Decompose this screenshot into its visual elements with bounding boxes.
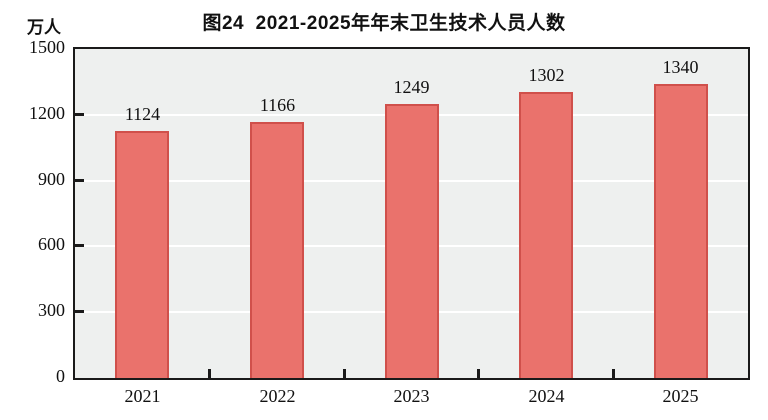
x-axis-label-2025: 2025	[662, 386, 699, 406]
y-axis-label-0: 0	[56, 366, 65, 386]
y-axis-label-900: 900	[38, 169, 65, 189]
bar-2021	[115, 131, 169, 378]
bar-2025	[654, 84, 708, 378]
x-axis-tick-1	[208, 369, 211, 378]
x-axis-label-2022: 2022	[259, 386, 296, 406]
bar-2024	[519, 92, 573, 378]
y-axis-tick-900	[75, 179, 84, 182]
bar-2022	[250, 122, 304, 378]
x-axis-tick-3	[477, 369, 480, 378]
bar-value-2025: 1340	[662, 57, 699, 77]
bar-value-2024: 1302	[528, 65, 565, 85]
bar-value-2022: 1166	[259, 95, 296, 115]
y-axis-label-1500: 1500	[29, 37, 65, 57]
x-axis-tick-4	[612, 369, 615, 378]
y-axis-unit-label: 万人	[27, 18, 61, 37]
y-axis-label-300: 300	[38, 300, 65, 320]
bar-value-2023: 1249	[393, 77, 430, 97]
chart-title: 图24 2021-2025年年末卫生技术人员人数	[202, 13, 566, 34]
y-axis-tick-300	[75, 310, 84, 313]
y-axis-label-600: 600	[38, 234, 65, 254]
bar-value-2021: 1124	[124, 104, 161, 124]
x-axis-label-2021: 2021	[124, 386, 161, 406]
y-axis-tick-600	[75, 244, 84, 247]
y-axis-label-1200: 1200	[29, 103, 65, 123]
plot-area: 1124 1166 1249 1302 1340	[73, 47, 750, 380]
x-axis-label-2024: 2024	[528, 386, 565, 406]
x-axis-label-2023: 2023	[393, 386, 430, 406]
y-axis-tick-1200	[75, 113, 84, 116]
x-axis-tick-2	[343, 369, 346, 378]
bar-2023	[385, 104, 439, 378]
